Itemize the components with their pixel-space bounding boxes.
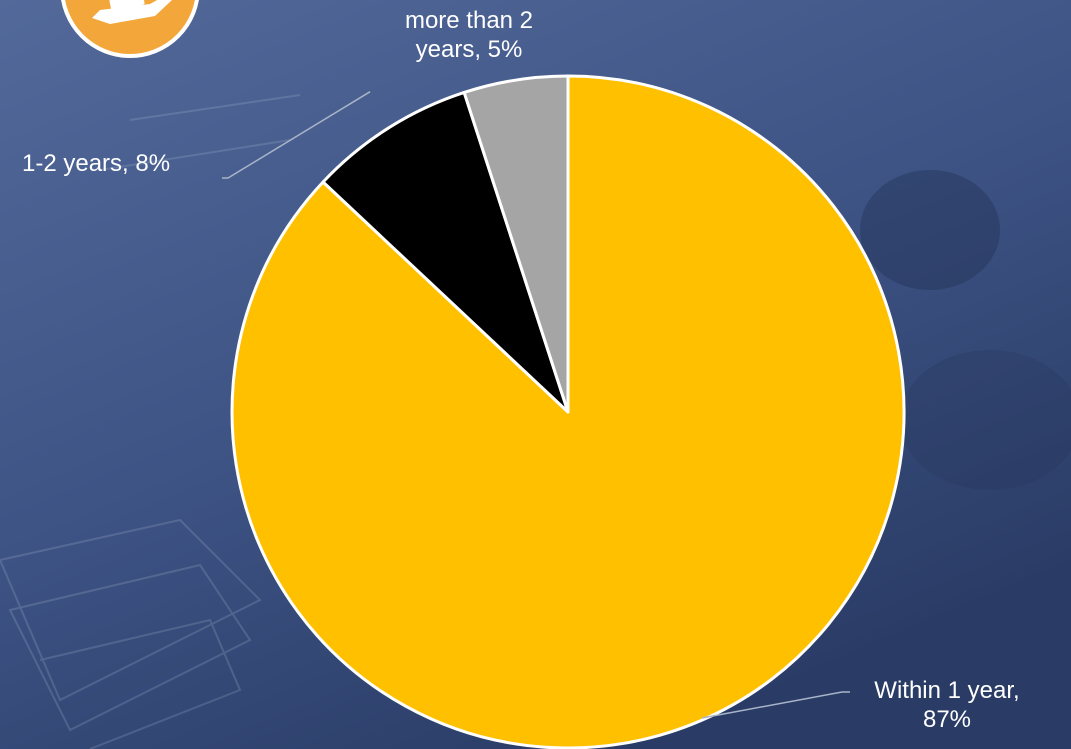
leader-lines <box>222 91 850 719</box>
leader-line-1-2-years <box>222 91 371 179</box>
pie-slices <box>230 74 906 749</box>
data-label-within-1-year: Within 1 year, 87% <box>874 677 1020 733</box>
data-label-1-2-years: 1-2 years, 8% <box>22 150 171 177</box>
pie-slice-1-2-years <box>321 90 570 414</box>
pie-slice-more-than-2-years <box>462 74 570 414</box>
data-label-more-than-2-years: more than 2 years, 5% <box>404 7 534 63</box>
hand-holding-money-icon <box>61 0 199 58</box>
leader-line-within-1-year <box>701 691 850 719</box>
